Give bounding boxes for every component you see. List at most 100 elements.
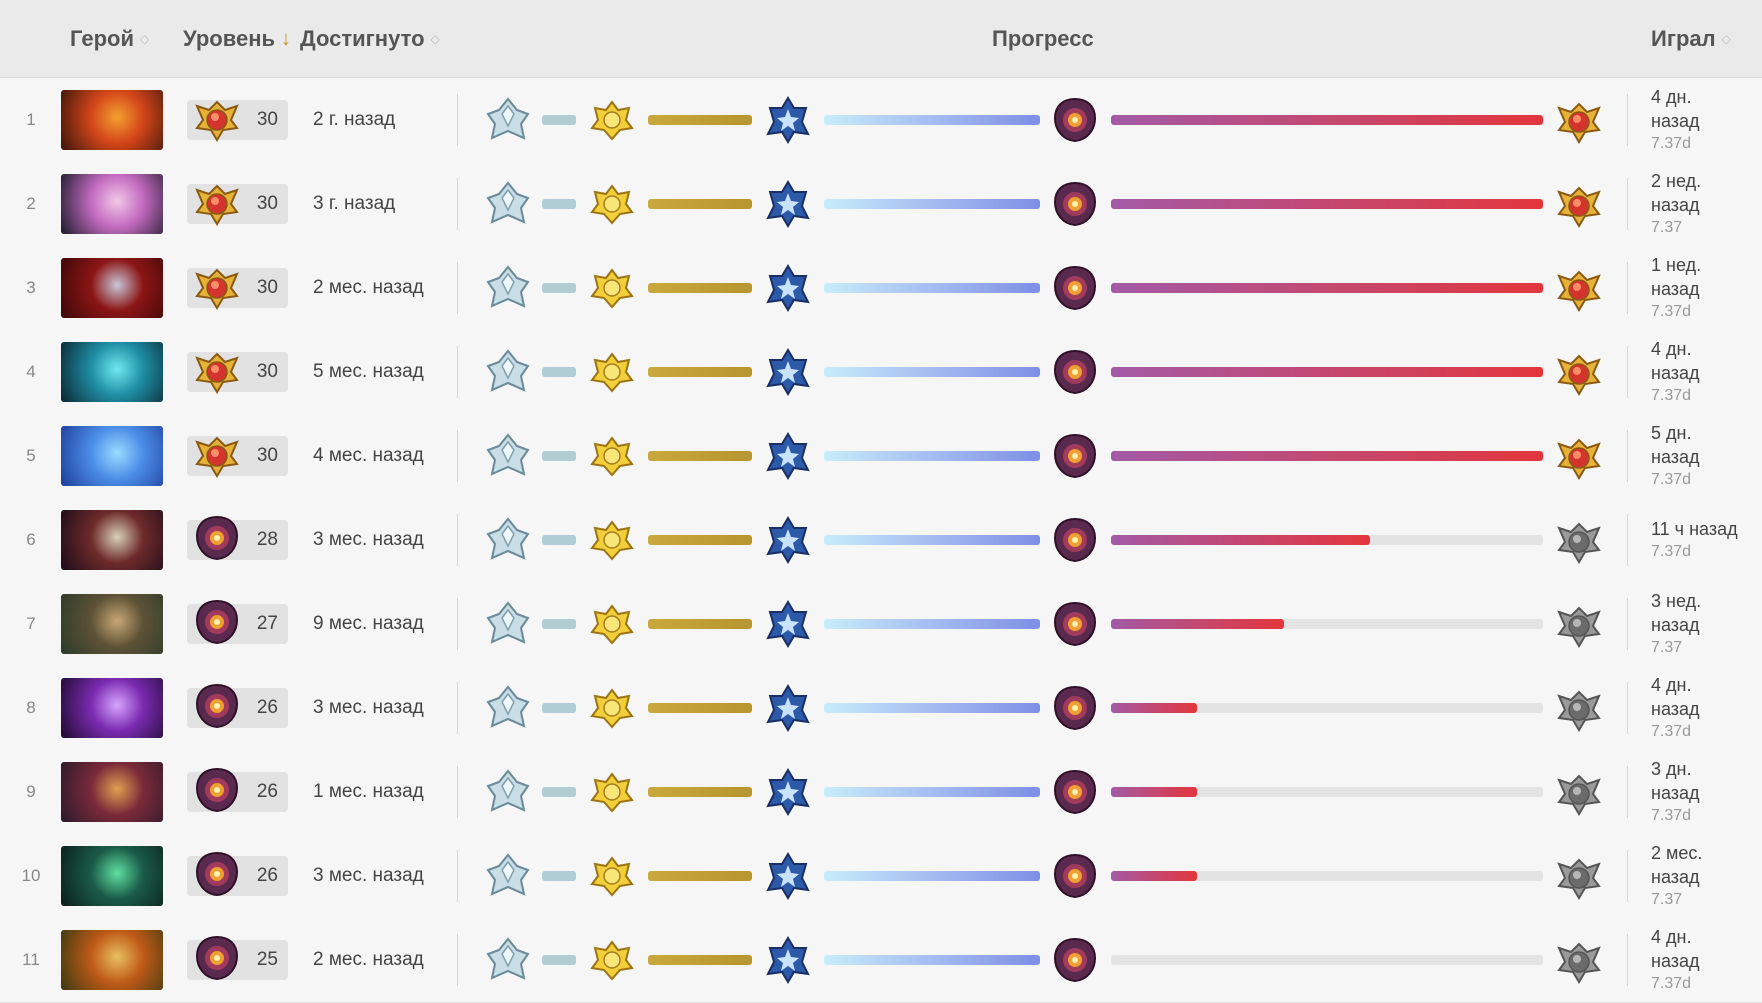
divider [1627,346,1628,398]
divider [457,178,458,230]
gold-progress-bar [648,703,752,713]
row-rank: 4 [26,362,36,381]
bronze-progress-bar [542,619,576,629]
platinum-tier-icon [764,180,812,228]
gold-progress-bar [648,787,752,797]
patch-version: 7.37d [1651,471,1692,488]
row-rank: 10 [21,866,41,885]
hero-portrait[interactable] [61,258,163,318]
hero-portrait[interactable] [61,678,163,738]
grandmaster-badge-icon [193,598,245,650]
hero-portrait[interactable] [61,174,163,234]
gold-tier-icon [588,852,636,900]
legend-tier-icon [1555,264,1603,312]
hero-portrait[interactable] [61,342,163,402]
legend-tier-icon [1555,96,1603,144]
level-value: 25 [256,949,278,970]
grandmaster-progress-bar [1111,283,1543,293]
played-time: 4 дн. назад [1651,927,1700,971]
patch-version: 7.37d [1651,387,1692,404]
grandmaster-progress-bar [1111,787,1197,797]
table-row[interactable]: 5 30 4 мес. назад [0,414,1762,499]
col-level-header[interactable]: Уровень ↓ [183,0,291,77]
row-rank: 7 [26,614,36,633]
table-row[interactable]: 1 30 2 г. назад [0,78,1762,163]
row-rank: 2 [26,194,36,213]
platinum-tier-icon [764,432,812,480]
bronze-progress-bar [542,199,576,209]
level-value: 30 [256,445,278,466]
legend-badge-icon [193,262,245,314]
bronze-tier-icon [484,684,532,732]
grandmaster-progress-track [1111,703,1543,713]
table-row[interactable]: 6 28 3 мес. назад [0,498,1762,583]
legend-tier-locked-icon [1555,936,1603,984]
platinum-tier-icon [764,96,812,144]
played-cell: 4 дн. назад 7.37d [1651,918,1762,1002]
legend-badge-icon [193,178,245,230]
hero-portrait[interactable] [61,510,163,570]
hero-portrait[interactable] [61,426,163,486]
grandmaster-badge-icon [193,682,245,734]
table-row[interactable]: 8 26 3 мес. назад [0,666,1762,751]
grandmaster-badge-icon [193,766,245,818]
divider [457,766,458,818]
row-rank: 6 [26,530,36,549]
hero-portrait[interactable] [61,846,163,906]
divider [457,934,458,986]
bronze-tier-icon [484,768,532,816]
gold-progress-bar [648,619,752,629]
platinum-progress-bar [824,871,1040,881]
played-time: 4 дн. назад [1651,675,1700,719]
platinum-tier-icon [764,684,812,732]
divider [457,682,458,734]
level-box: 25 [187,935,288,981]
legend-tier-locked-icon [1555,768,1603,816]
played-time: 3 нед. назад [1651,591,1702,635]
level-box: 30 [187,100,288,142]
col-played-header[interactable]: Играл ◇ [1651,0,1731,77]
gold-tier-icon [588,684,636,732]
played-time: 3 дн. назад [1651,759,1700,803]
grandmaster-progress-bar [1111,871,1197,881]
col-hero-header[interactable]: Герой ◇ [70,0,149,77]
grandmaster-tier-icon [1051,768,1099,816]
legend-tier-locked-icon [1555,684,1603,732]
played-time: 2 нед. назад [1651,171,1702,215]
achieved-time: 4 мес. назад [313,445,424,466]
table-row[interactable]: 7 27 9 мес. назад [0,582,1762,667]
bronze-tier-icon [484,852,532,900]
bronze-tier-icon [484,96,532,144]
hero-portrait[interactable] [61,594,163,654]
table-row[interactable]: 9 26 1 мес. назад [0,750,1762,835]
bronze-tier-icon [484,600,532,648]
level-value: 30 [256,361,278,382]
table-row[interactable]: 11 25 2 мес. назад [0,918,1762,1003]
platinum-tier-icon [764,936,812,984]
bronze-progress-bar [542,787,576,797]
col-achieved-header[interactable]: Достигнуто ◇ [300,0,440,77]
achieved-time: 3 г. назад [313,193,396,214]
hero-portrait[interactable] [61,930,163,990]
table-row[interactable]: 3 30 2 мес. назад [0,246,1762,331]
hero-portrait[interactable] [61,762,163,822]
col-level-label: Уровень [183,25,276,51]
played-time: 4 дн. назад [1651,87,1700,131]
played-cell: 3 дн. назад 7.37d [1651,750,1762,834]
level-value: 26 [256,865,278,886]
table-row[interactable]: 2 30 3 г. назад [0,162,1762,247]
divider [457,346,458,398]
divider [457,94,458,146]
gold-progress-bar [648,283,752,293]
table-row[interactable]: 10 26 3 мес. назад [0,834,1762,919]
gold-tier-icon [588,180,636,228]
col-played-label: Играл [1651,25,1716,51]
hero-portrait[interactable] [61,90,163,150]
col-hero-label: Герой [70,25,134,51]
divider [1627,430,1628,482]
patch-version: 7.37d [1651,723,1692,740]
played-cell: 4 дн. назад 7.37d [1651,330,1762,414]
sort-icon: ◇ [140,31,150,46]
table-row[interactable]: 4 30 5 мес. назад [0,330,1762,415]
patch-version: 7.37d [1651,975,1692,992]
